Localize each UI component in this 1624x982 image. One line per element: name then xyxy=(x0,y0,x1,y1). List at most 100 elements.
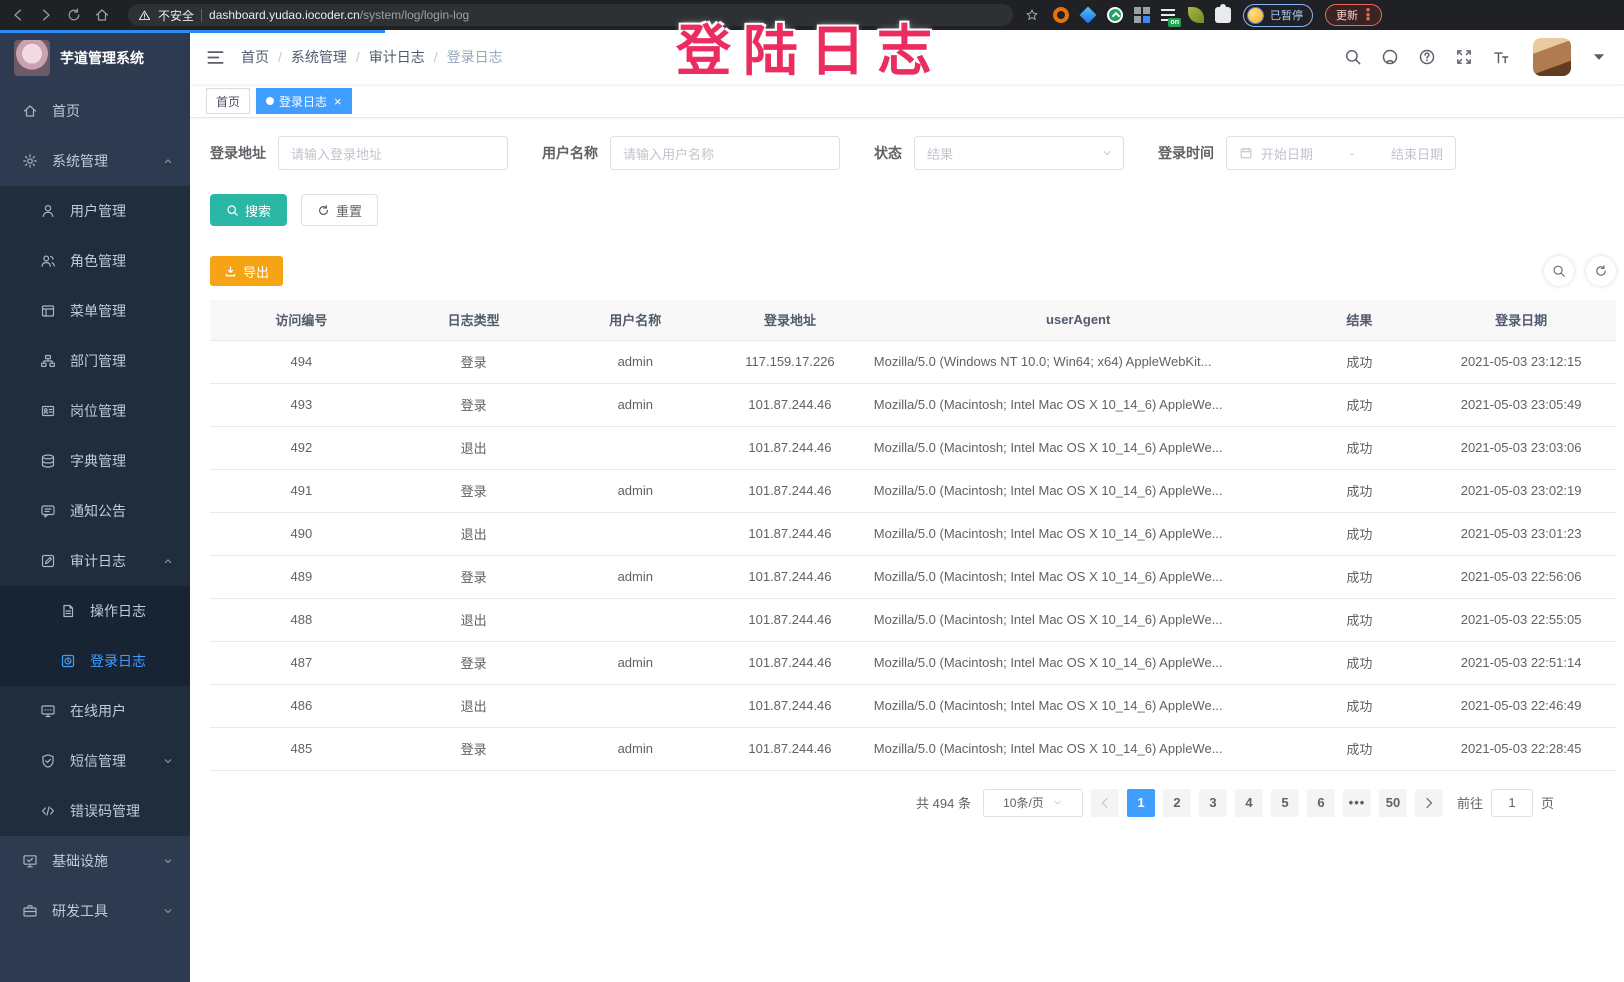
help-icon[interactable] xyxy=(1418,48,1436,66)
refresh-table-button[interactable] xyxy=(1586,256,1616,286)
tag-item[interactable]: 首页 xyxy=(206,88,251,114)
page-button-4[interactable]: 4 xyxy=(1234,788,1263,817)
table-cell: 101.87.244.46 xyxy=(716,684,864,728)
sidebar-item-menu-mgmt[interactable]: 菜单管理 xyxy=(0,286,190,336)
profile-avatar-icon xyxy=(1247,6,1264,24)
sidebar-item-label: 通知公告 xyxy=(70,503,126,519)
sidebar-item-label: 菜单管理 xyxy=(70,303,126,319)
browser-home-icon[interactable] xyxy=(94,7,110,23)
next-page-button[interactable] xyxy=(1414,788,1443,817)
fullscreen-icon[interactable] xyxy=(1455,48,1473,66)
table-cell: 2021-05-03 22:28:45 xyxy=(1426,727,1616,771)
breadcrumb-item[interactable]: 审计日志 xyxy=(368,49,425,65)
close-icon[interactable]: × xyxy=(334,93,342,109)
sidebar-item-system-mgmt[interactable]: 系统管理 xyxy=(0,136,190,186)
extension-orange-icon[interactable] xyxy=(1053,7,1069,23)
page-button-2[interactable]: 2 xyxy=(1162,788,1191,817)
page-button-1[interactable]: 1 xyxy=(1126,788,1155,817)
github-icon[interactable] xyxy=(1381,48,1399,66)
login-time-range-picker[interactable]: 开始日期 - 结束日期 xyxy=(1226,136,1456,170)
caret-down-icon[interactable] xyxy=(1590,48,1608,66)
table-cell: admin xyxy=(554,340,717,384)
login-log-icon xyxy=(60,653,76,669)
extension-list-icon[interactable]: on xyxy=(1161,7,1181,27)
date-end-input[interactable]: 结束日期 xyxy=(1390,146,1443,162)
breadcrumb-item[interactable]: 系统管理 xyxy=(290,49,347,65)
column-header: userAgent xyxy=(863,300,1293,341)
table-cell: 487 xyxy=(210,641,393,685)
sidebar-item-online-user[interactable]: 在线用户 xyxy=(0,686,190,736)
table-cell: Mozilla/5.0 (Macintosh; Intel Mac OS X 1… xyxy=(863,684,1293,728)
browser-profile-chip[interactable]: 已暂停 xyxy=(1243,3,1313,27)
date-start-input[interactable]: 开始日期 xyxy=(1261,146,1314,162)
table-cell: 退出 xyxy=(392,512,555,556)
sidebar-item-dept-mgmt[interactable]: 部门管理 xyxy=(0,336,190,386)
sidebar-item-label: 部门管理 xyxy=(70,353,126,369)
breadcrumb: 首页 / 系统管理 / 审计日志 / 登录日志 xyxy=(241,47,503,67)
table-row: 485 登录 admin 101.87.244.46 Mozilla/5.0 (Maci… xyxy=(210,727,1616,771)
extension-green-icon[interactable] xyxy=(1107,7,1123,23)
sidebar-item-user-mgmt[interactable]: 用户管理 xyxy=(0,186,190,236)
sidebar-item-dev-tool[interactable]: 研发工具 xyxy=(0,886,190,936)
browser-forward-icon[interactable] xyxy=(38,7,54,23)
sidebar-logo-row[interactable]: 芋道管理系统 xyxy=(0,30,190,86)
sidebar-item-dashboard[interactable]: 首页 xyxy=(0,86,190,136)
browser-reload-icon[interactable] xyxy=(66,7,82,23)
search-button[interactable]: 搜索 xyxy=(210,194,288,226)
login-address-input[interactable]: 请输入登录地址 xyxy=(278,136,508,170)
column-header: 用户名称 xyxy=(554,300,717,341)
prev-page-button[interactable] xyxy=(1090,788,1119,817)
username-input[interactable]: 请输入用户名称 xyxy=(610,136,840,170)
more-pages-button[interactable]: ••• xyxy=(1342,788,1371,817)
extensions-puzzle-icon[interactable] xyxy=(1215,4,1231,23)
audit-icon xyxy=(40,553,56,569)
user-avatar[interactable] xyxy=(1533,38,1571,76)
font-size-icon[interactable] xyxy=(1492,48,1510,66)
browser-update-button[interactable]: 更新 • • • xyxy=(1325,2,1382,27)
gear-icon xyxy=(22,153,38,169)
sidebar-item-dict-mgmt[interactable]: 字典管理 xyxy=(0,436,190,486)
status-select[interactable]: 结果 xyxy=(914,136,1124,170)
page-button-5[interactable]: 5 xyxy=(1270,788,1299,817)
sidebar-item-operation-log[interactable]: 操作日志 xyxy=(0,586,190,636)
sidebar-item-post-mgmt[interactable]: 岗位管理 xyxy=(0,386,190,436)
extension-feather-icon[interactable] xyxy=(1188,7,1204,23)
username-label: 用户名称 xyxy=(542,145,598,161)
hamburger-icon[interactable] xyxy=(206,48,225,67)
login-address-label: 登录地址 xyxy=(210,145,266,161)
table-cell: Mozilla/5.0 (Macintosh; Intel Mac OS X 1… xyxy=(863,555,1293,599)
extension-grid-icon[interactable] xyxy=(1134,7,1150,23)
address-bar[interactable]: 不安全 dashboard.yudao.iocoder.cn/system/lo… xyxy=(128,4,1013,26)
sidebar-item-error-code[interactable]: 错误码管理 xyxy=(0,786,190,836)
page-button-3[interactable]: 3 xyxy=(1198,788,1227,817)
browser-back-icon[interactable] xyxy=(10,7,26,23)
tag-active[interactable]: 登录日志 × xyxy=(256,88,352,114)
toggle-search-button[interactable] xyxy=(1544,256,1574,286)
search-icon xyxy=(226,204,239,217)
breadcrumb-item[interactable]: 首页 xyxy=(241,49,269,65)
sidebar-item-notice[interactable]: 通知公告 xyxy=(0,486,190,536)
sidebar-item-role-mgmt[interactable]: 角色管理 xyxy=(0,236,190,286)
date-separator: - xyxy=(1349,145,1355,161)
extensions-strip: on xyxy=(1053,4,1231,27)
sidebar-item-login-log[interactable]: 登录日志 xyxy=(0,636,190,686)
bookmark-star-icon[interactable] xyxy=(1025,8,1039,22)
page-button-50[interactable]: 50 xyxy=(1378,788,1407,817)
extension-blue-icon[interactable] xyxy=(1079,6,1097,24)
browser-menu-icon[interactable]: • • • xyxy=(1365,2,1371,27)
goto-page-input[interactable]: 1 xyxy=(1490,788,1533,817)
page-size-select[interactable]: 10条/页 xyxy=(982,788,1083,817)
page-button-6[interactable]: 6 xyxy=(1306,788,1335,817)
chevron-down-icon xyxy=(162,905,174,917)
table-cell: 退出 xyxy=(392,426,555,470)
table-cell: 成功 xyxy=(1292,383,1427,427)
export-button[interactable]: 导出 xyxy=(210,256,284,286)
security-label[interactable]: 不安全 xyxy=(158,8,195,23)
table-cell: 登录 xyxy=(392,727,555,771)
sidebar-item-sms-mgmt[interactable]: 短信管理 xyxy=(0,736,190,786)
sidebar-item-audit-log[interactable]: 审计日志 xyxy=(0,536,190,586)
reset-button[interactable]: 重置 xyxy=(301,194,379,226)
search-icon[interactable] xyxy=(1344,48,1362,66)
sidebar-item-infrastructure[interactable]: 基础设施 xyxy=(0,836,190,886)
chevron-down-icon xyxy=(1101,147,1113,159)
